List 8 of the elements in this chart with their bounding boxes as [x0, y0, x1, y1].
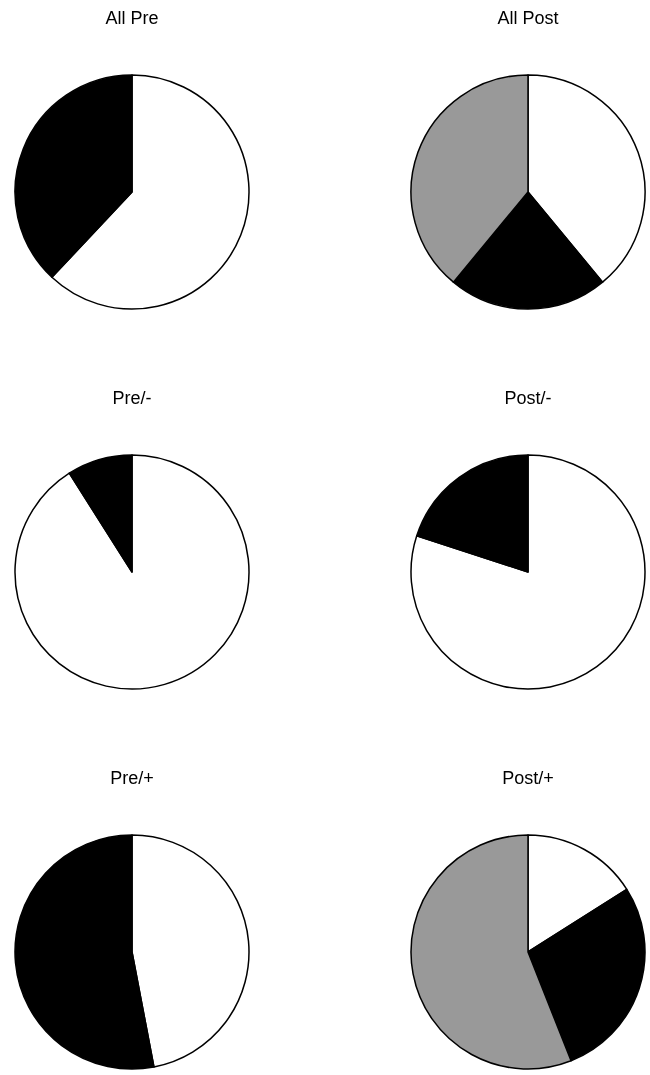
chart-title: Pre/- — [112, 388, 152, 409]
pie-slice — [410, 454, 646, 690]
pie-slice — [14, 454, 250, 690]
chart-title: Post/- — [504, 388, 552, 409]
chart-title: All Pre — [105, 8, 159, 29]
chart-title: All Post — [497, 8, 559, 29]
chart-title: Post/+ — [502, 768, 554, 789]
chart-title: Pre/+ — [110, 768, 154, 789]
